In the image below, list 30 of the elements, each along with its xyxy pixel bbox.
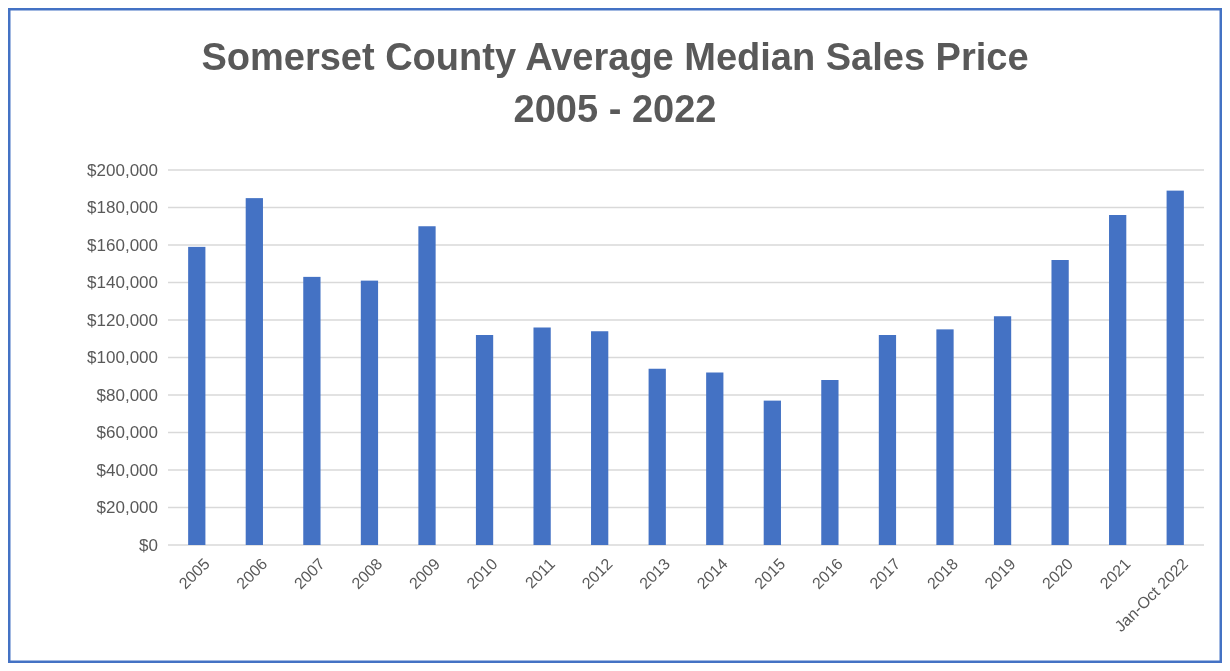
bar [878,335,897,545]
y-tick-label: $180,000 [87,198,158,218]
y-tick-label: $120,000 [87,310,158,330]
y-tick-label: $80,000 [96,385,158,405]
bar [591,331,609,545]
bar [648,368,666,545]
bar [1051,260,1069,545]
y-tick-label: $20,000 [96,498,158,518]
bar [821,380,839,545]
y-tick-label: $100,000 [87,348,158,368]
bar [1166,190,1184,545]
bar [418,226,436,545]
bar [475,335,494,545]
bar [706,372,724,545]
y-tick-label: $60,000 [96,423,158,443]
y-tick-label: $0 [139,535,158,555]
bar [533,327,551,545]
bar [303,276,321,545]
bar [245,198,263,545]
bar [993,316,1012,545]
bar [1109,215,1127,545]
y-tick-label: $200,000 [87,160,158,180]
chart-title: Somerset County Average Median Sales Price 2005 - 2022 [201,36,1029,130]
bar [936,329,954,545]
y-tick-label: $140,000 [87,273,158,293]
y-tick-label: $40,000 [96,460,158,480]
bar [188,246,206,545]
bar [763,400,781,545]
y-tick-label: $160,000 [87,235,158,255]
bar [360,280,379,545]
